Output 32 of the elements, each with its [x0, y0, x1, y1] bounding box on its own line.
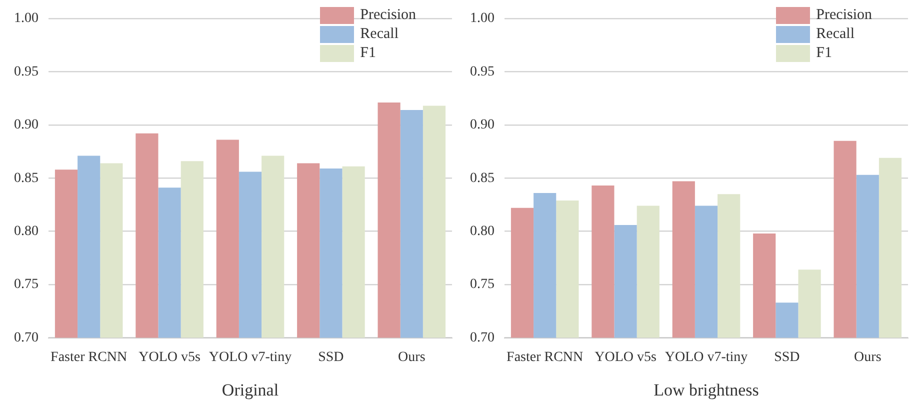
y-tick-label: 1.00	[14, 11, 38, 26]
x-tick-label: YOLO v7-tiny	[664, 350, 748, 365]
legend-label: Precision	[816, 7, 872, 24]
y-tick-label: 0.70	[14, 330, 38, 346]
legend-label: Recall	[816, 26, 854, 43]
y-tick-label: 0.90	[470, 118, 494, 133]
y-tick-label: 1.00	[470, 11, 494, 26]
y-tick-label: 0.90	[14, 118, 38, 133]
x-tick-label: Ours	[854, 350, 882, 365]
x-tick-label: SSD	[318, 350, 344, 365]
x-tick-label: YOLO v7-tiny	[208, 350, 292, 365]
y-tick-label: 0.70	[470, 330, 494, 346]
y-tick-label: 0.95	[470, 64, 494, 80]
y-tick-label: 0.80	[14, 224, 38, 240]
x-tick-label: SSD	[774, 350, 800, 365]
y-tick-label: 0.75	[14, 277, 38, 292]
y-tick-label: 0.95	[14, 64, 38, 80]
x-tick-label: Faster RCNN	[50, 350, 128, 365]
legend-label: F1	[816, 45, 832, 62]
x-tick-label: YOLO v5s	[138, 350, 200, 365]
x-tick-label: Ours	[398, 350, 426, 365]
legend-label: Recall	[360, 26, 398, 43]
x-axis-title: Original	[222, 380, 279, 400]
legend-label: F1	[360, 45, 376, 62]
x-axis-title: Low brightness	[654, 380, 759, 400]
y-tick-label: 0.85	[14, 170, 38, 186]
legend-label: Precision	[360, 7, 416, 24]
y-tick-label: 0.80	[470, 224, 494, 240]
x-tick-label: YOLO v5s	[594, 350, 656, 365]
y-tick-label: 0.85	[470, 170, 494, 186]
y-tick-label: 0.75	[470, 277, 494, 292]
x-tick-label: Faster RCNN	[506, 350, 584, 365]
